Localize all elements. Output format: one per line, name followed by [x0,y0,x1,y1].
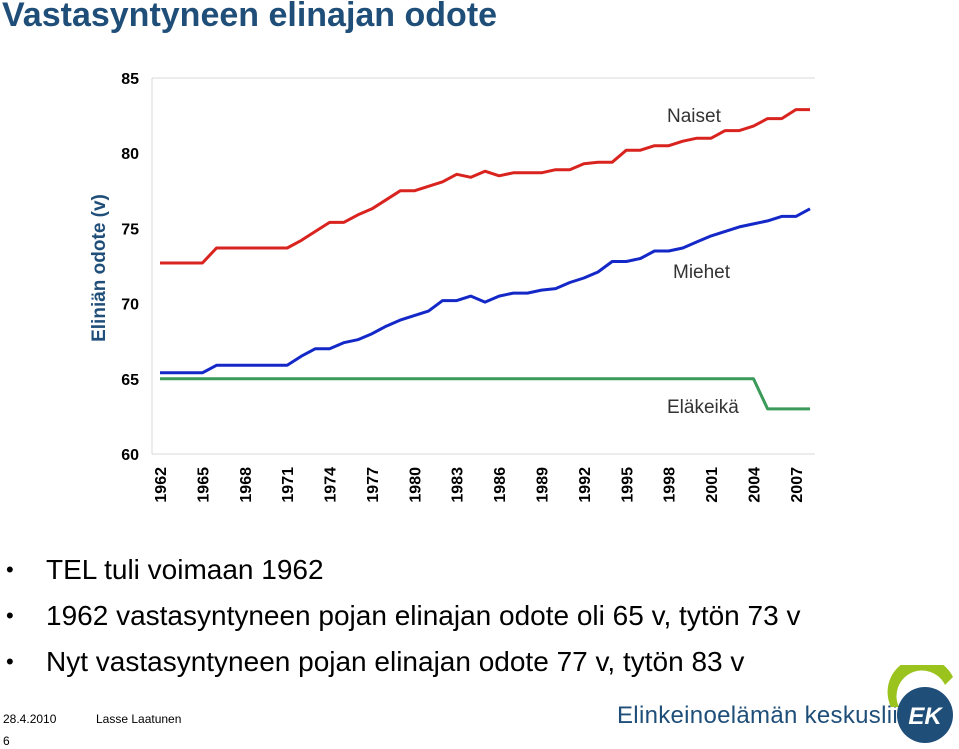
x-tick-label: 1992 [577,467,594,503]
x-tick-label: 1989 [535,467,552,503]
men-line [160,207,811,375]
x-tick-label: 1998 [662,467,679,503]
bullet-text: 1962 vastasyntyneen pojan elinajan odote… [46,600,801,631]
footer-author: Lasse Laatunen [96,712,182,726]
x-tick-label: 1965 [195,467,212,503]
y-tick-label: 80 [121,146,139,163]
x-tick-labels: 1962 1965 1968 1971 1974 1977 1980 1983 1986 1989… [153,467,806,503]
bullet-text: Nyt vastasyntyneen pojan elinajan odote … [46,646,745,677]
y-tick-label: 65 [121,372,139,389]
x-tick-label: 1977 [365,467,382,503]
footer-date: 28.4.2010 [3,712,57,726]
organization-name: Elinkeinoelämän keskusliitto [617,702,926,729]
retirement-age-line [160,377,810,411]
x-tick-label: 1968 [238,467,255,503]
page-number: 6 [3,734,10,748]
y-tick-label: 70 [121,297,139,314]
y-tick-label: 75 [121,221,139,238]
x-tick-label: 2004 [747,467,764,503]
label-retirement-age: Eläkeikä [667,397,739,418]
x-tick-label: 2007 [789,467,806,503]
x-tick-label: 1974 [323,467,340,503]
y-tick-labels: 60 65 70 75 80 85 [121,71,139,464]
label-men: Miehet [673,262,731,283]
bullet-text: TEL tuli voimaan 1962 [46,554,324,585]
x-tick-label: 1986 [492,467,509,503]
bullet-item: • Nyt vastasyntyneen pojan elinajan odote… [6,639,800,685]
y-tick-label: 60 [121,447,139,464]
x-tick-label: 1983 [450,467,467,503]
bullet-icon: • [6,649,14,674]
x-tick-label: 1995 [619,467,636,503]
life-expectancy-chart: 60 65 70 75 80 85 1962 1965 1968 1971 1974 1977 198… [89,71,815,503]
series-lines [160,108,811,411]
label-women: Naiset [667,106,722,127]
ek-logo-icon: EK [887,665,953,743]
slide-title: Vastasyntyneen elinajan odote [2,0,498,34]
y-tick-label: 85 [121,71,139,88]
bullet-icon: • [6,557,14,582]
bullet-list: • TEL tuli voimaan 1962 • 1962 vastasyntyn… [6,547,800,685]
logo-text: EK [908,703,943,730]
y-axis-label: Eliniän odote (v) [89,194,110,342]
x-tick-label: 1980 [407,467,424,503]
x-tick-label: 2001 [704,467,721,503]
bullet-icon: • [6,603,14,628]
women-line [160,108,810,265]
bullet-item: • TEL tuli voimaan 1962 [6,547,800,593]
x-tick-label: 1962 [153,467,170,503]
bullet-item: • 1962 vastasyntyneen pojan elinajan odot… [6,593,800,639]
x-tick-label: 1971 [280,467,297,503]
